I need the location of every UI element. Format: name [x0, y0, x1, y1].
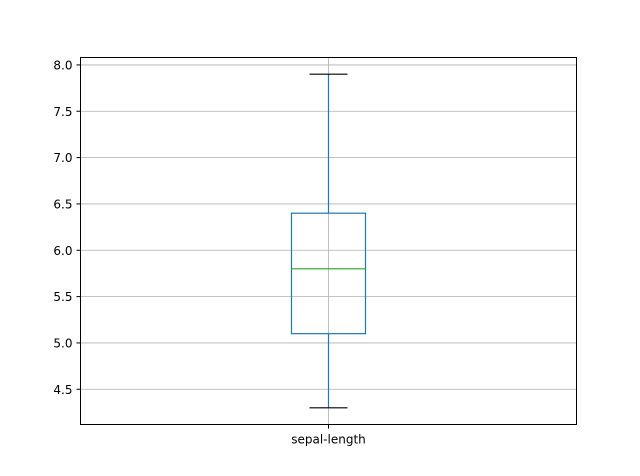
- y-tick-label: 5.0: [53, 336, 72, 350]
- iqr-box: [290, 212, 367, 335]
- y-tick-label: 6.5: [53, 197, 72, 211]
- y-tick-label: 8.0: [53, 58, 72, 72]
- tick-layer: sepal-length 4.5 5.0 5.5 6.0 6.5 7.0 7.5 8.0: [53, 58, 365, 446]
- y-tick-label: 6.0: [53, 244, 72, 258]
- y-tick-label: 5.5: [53, 290, 72, 304]
- y-tick-label: 7.0: [53, 151, 72, 165]
- x-tick-label: sepal-length: [291, 433, 366, 447]
- y-tick-label: 4.5: [53, 383, 72, 397]
- y-tick-label: 7.5: [53, 105, 72, 119]
- box-layer: [290, 73, 367, 409]
